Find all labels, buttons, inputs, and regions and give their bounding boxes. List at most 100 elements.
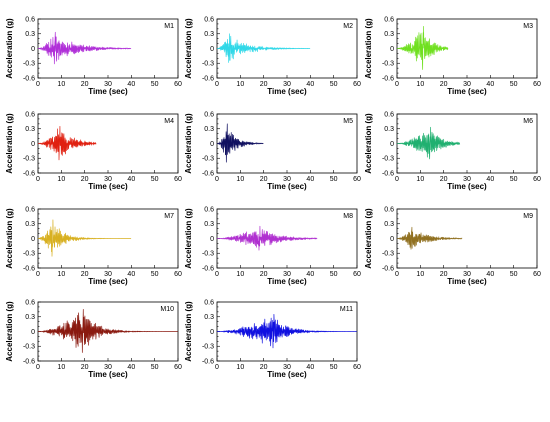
y-tick-label: -0.3 (23, 344, 35, 351)
y-axis-label: Acceleration (g) (364, 113, 373, 174)
y-tick-label: 0.3 (204, 31, 214, 38)
y-tick-label: 0.6 (25, 299, 35, 306)
y-tick-label: -0.3 (382, 156, 394, 163)
y-tick-label: 0.3 (204, 314, 214, 321)
x-tick-label: 0 (395, 81, 399, 88)
series-line-m10 (37, 309, 178, 353)
series-line-m1 (37, 31, 132, 65)
x-tick-label: 0 (395, 176, 399, 183)
panel-title-m9: M9 (523, 213, 533, 220)
x-tick-label: 0 (36, 271, 40, 278)
y-tick-label: 0 (390, 236, 394, 243)
y-tick-label: 0.3 (384, 221, 394, 228)
series-line-m11 (216, 313, 357, 349)
x-axis-label: Time (sec) (88, 182, 128, 191)
panel-title-m6: M6 (523, 118, 533, 125)
y-tick-label: 0 (210, 46, 214, 53)
x-tick-label: 40 (486, 176, 494, 183)
y-tick-label: 0.3 (25, 126, 35, 133)
panel-title-m10: M10 (160, 306, 174, 313)
x-tick-label: 30 (283, 176, 291, 183)
x-tick-label: 20 (81, 176, 89, 183)
y-axis-label: Acceleration (g) (5, 208, 14, 269)
x-tick-label: 20 (81, 364, 89, 371)
y-axis-label: Acceleration (g) (184, 18, 193, 79)
y-axis-label: Acceleration (g) (364, 208, 373, 269)
y-tick-label: 0.3 (204, 221, 214, 228)
y-tick-label: 0.6 (204, 111, 214, 118)
y-tick-label: -0.6 (202, 170, 214, 177)
y-tick-label: 0 (210, 236, 214, 243)
y-tick-label: -0.3 (382, 61, 394, 68)
x-tick-label: 50 (151, 176, 159, 183)
y-axis-label: Acceleration (g) (5, 18, 14, 79)
y-tick-label: -0.6 (23, 265, 35, 272)
panel-title-m11: M11 (340, 306, 353, 313)
x-tick-label: 0 (36, 176, 40, 183)
y-tick-label: 0 (390, 141, 394, 148)
y-axis-label: Acceleration (g) (184, 301, 193, 362)
y-tick-label: 0.6 (204, 206, 214, 213)
x-tick-label: 0 (215, 271, 219, 278)
y-tick-label: 0 (210, 329, 214, 336)
x-tick-label: 50 (151, 364, 159, 371)
x-tick-label: 10 (416, 271, 424, 278)
x-tick-label: 50 (510, 176, 518, 183)
y-tick-label: -0.3 (382, 251, 394, 258)
x-tick-label: 30 (463, 176, 471, 183)
x-tick-label: 60 (174, 176, 182, 183)
y-tick-label: 0.3 (204, 126, 214, 133)
y-tick-label: 0.6 (25, 111, 35, 118)
y-tick-label: 0 (31, 329, 35, 336)
x-axis-label: Time (sec) (267, 87, 307, 96)
x-tick-label: 10 (416, 81, 424, 88)
y-tick-label: -0.3 (202, 61, 214, 68)
y-tick-label: -0.3 (202, 344, 214, 351)
y-tick-label: -0.6 (202, 265, 214, 272)
x-tick-label: 0 (215, 176, 219, 183)
x-tick-label: 50 (510, 81, 518, 88)
y-tick-label: 0.6 (384, 111, 394, 118)
x-axis-label: Time (sec) (88, 277, 128, 286)
y-tick-label: -0.6 (23, 170, 35, 177)
panel-title-m8: M8 (343, 213, 353, 220)
x-axis-label: Time (sec) (88, 87, 128, 96)
y-tick-label: 0.6 (204, 16, 214, 23)
x-tick-label: 10 (57, 271, 65, 278)
x-tick-label: 30 (104, 176, 112, 183)
x-tick-label: 40 (306, 176, 314, 183)
x-tick-label: 10 (236, 81, 244, 88)
x-tick-label: 10 (57, 176, 65, 183)
y-tick-label: -0.3 (202, 156, 214, 163)
y-tick-label: -0.6 (23, 358, 35, 365)
series-line-m5 (216, 123, 264, 163)
y-tick-label: -0.6 (202, 358, 214, 365)
y-tick-label: -0.3 (23, 251, 35, 258)
series-line-m3 (396, 26, 449, 70)
x-tick-label: 40 (127, 81, 135, 88)
x-tick-label: 20 (440, 81, 448, 88)
y-tick-label: 0.3 (25, 314, 35, 321)
y-tick-label: -0.6 (382, 170, 394, 177)
x-tick-label: 20 (260, 364, 268, 371)
x-tick-label: 30 (104, 364, 112, 371)
x-tick-label: 30 (283, 81, 291, 88)
series-line-m4 (37, 125, 97, 161)
y-tick-label: -0.6 (202, 75, 214, 82)
y-tick-label: 0 (390, 46, 394, 53)
x-tick-label: 60 (174, 81, 182, 88)
x-tick-label: 40 (127, 364, 135, 371)
x-tick-label: 40 (306, 364, 314, 371)
x-axis-label: Time (sec) (267, 182, 307, 191)
x-tick-label: 0 (215, 81, 219, 88)
series-line-m2 (216, 33, 311, 63)
x-tick-label: 60 (533, 81, 541, 88)
y-tick-label: 0 (210, 141, 214, 148)
panel-title-m2: M2 (343, 23, 353, 30)
x-tick-label: 60 (174, 364, 182, 371)
x-axis-label: Time (sec) (267, 277, 307, 286)
x-tick-label: 50 (330, 364, 338, 371)
panel-title-m1: M1 (164, 23, 174, 30)
y-tick-label: -0.6 (382, 75, 394, 82)
y-tick-label: 0.3 (384, 126, 394, 133)
